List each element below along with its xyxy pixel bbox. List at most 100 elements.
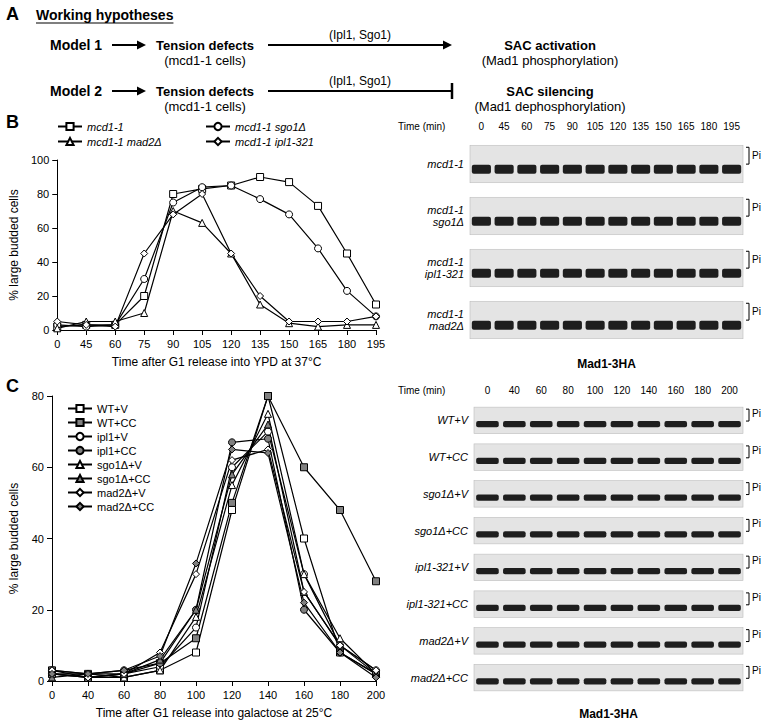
svg-text:Pi: Pi	[752, 306, 761, 317]
svg-text:sgo1Δ+V: sgo1Δ+V	[423, 488, 470, 500]
svg-text:ipl1+CC: ipl1+CC	[97, 445, 136, 457]
svg-text:C: C	[6, 376, 19, 396]
svg-text:90: 90	[167, 338, 179, 350]
svg-text:ipl1-321: ipl1-321	[425, 268, 464, 280]
svg-text:Time (min): Time (min)	[398, 121, 445, 132]
svg-text:160: 160	[667, 385, 684, 396]
svg-text:Pi: Pi	[752, 482, 761, 493]
svg-text:60: 60	[32, 461, 44, 473]
svg-text:mcd1-1: mcd1-1	[427, 308, 464, 320]
svg-text:Mad1-3HA: Mad1-3HA	[579, 707, 638, 721]
svg-text:Pi: Pi	[752, 254, 761, 265]
svg-text:mcd1-1: mcd1-1	[427, 256, 464, 268]
svg-text:45: 45	[80, 338, 92, 350]
svg-text:45: 45	[499, 121, 511, 132]
svg-text:180: 180	[694, 385, 711, 396]
svg-text:Time (min): Time (min)	[398, 385, 445, 396]
svg-text:195: 195	[367, 338, 385, 350]
svg-text:(mcd1-1 cells): (mcd1-1 cells)	[164, 99, 246, 114]
svg-text:SAC activation: SAC activation	[504, 38, 596, 53]
svg-text:ipl1+V: ipl1+V	[97, 431, 129, 443]
svg-text:180: 180	[701, 121, 718, 132]
svg-text:120: 120	[610, 121, 627, 132]
svg-text:(Mad1 dephosphorylation): (Mad1 dephosphorylation)	[474, 99, 625, 114]
svg-text:135: 135	[632, 121, 649, 132]
svg-text:60: 60	[536, 385, 548, 396]
svg-text:sgo1Δ+V: sgo1Δ+V	[97, 459, 143, 471]
svg-text:Pi: Pi	[752, 150, 761, 161]
svg-text:WT+V: WT+V	[97, 403, 129, 415]
svg-text:B: B	[6, 112, 19, 132]
svg-text:90: 90	[567, 121, 579, 132]
svg-text:80: 80	[563, 385, 575, 396]
svg-text:20: 20	[37, 290, 49, 302]
svg-text:Model 1: Model 1	[50, 37, 102, 53]
svg-text:Pi: Pi	[752, 202, 761, 213]
svg-text:Working hypotheses: Working hypotheses	[36, 7, 174, 23]
svg-text:Model 2: Model 2	[50, 83, 102, 99]
svg-text:0: 0	[485, 385, 491, 396]
svg-text:mad2Δ: mad2Δ	[429, 320, 464, 332]
svg-text:100: 100	[187, 689, 205, 701]
svg-text:Pi: Pi	[752, 518, 761, 529]
svg-text:40: 40	[32, 533, 44, 545]
svg-text:0: 0	[38, 675, 44, 687]
svg-text:105: 105	[587, 121, 604, 132]
svg-text:200: 200	[367, 689, 385, 701]
svg-text:% large budded cells: % large budded cells	[7, 189, 21, 300]
svg-text:sgo1Δ: sgo1Δ	[433, 216, 464, 228]
svg-text:150: 150	[280, 338, 298, 350]
svg-text:120: 120	[222, 338, 240, 350]
svg-text:0: 0	[479, 121, 485, 132]
svg-text:Pi: Pi	[752, 555, 761, 566]
svg-text:80: 80	[37, 188, 49, 200]
svg-text:100: 100	[31, 154, 49, 166]
svg-text:40: 40	[509, 385, 521, 396]
svg-text:mad2Δ+V: mad2Δ+V	[419, 635, 469, 647]
svg-text:135: 135	[251, 338, 269, 350]
svg-text:Pi: Pi	[752, 629, 761, 640]
svg-text:Time after G1 release into YPD: Time after G1 release into YPD at 37°C	[112, 355, 322, 369]
svg-text:60: 60	[109, 338, 121, 350]
svg-text:mad2Δ+V: mad2Δ+V	[97, 487, 146, 499]
svg-text:165: 165	[309, 338, 327, 350]
svg-text:80: 80	[154, 689, 166, 701]
svg-text:% large budded cells: % large budded cells	[7, 483, 21, 594]
svg-text:40: 40	[37, 256, 49, 268]
svg-text:mcd1-1: mcd1-1	[87, 121, 124, 133]
svg-text:40: 40	[82, 689, 94, 701]
svg-text:ipl1-321+CC: ipl1-321+CC	[407, 598, 469, 610]
svg-text:ipl1-321+V: ipl1-321+V	[415, 561, 470, 573]
svg-text:mcd1-1 sgo1Δ: mcd1-1 sgo1Δ	[235, 121, 306, 133]
svg-text:140: 140	[641, 385, 658, 396]
svg-text:120: 120	[614, 385, 631, 396]
svg-text:sgo1Δ+CC: sgo1Δ+CC	[97, 473, 151, 485]
svg-text:WT+CC: WT+CC	[97, 417, 136, 429]
svg-text:SAC silencing: SAC silencing	[506, 84, 593, 99]
svg-text:195: 195	[723, 121, 740, 132]
svg-text:Pi: Pi	[752, 445, 761, 456]
svg-text:(Mad1 phosphorylation): (Mad1 phosphorylation)	[482, 53, 619, 68]
svg-text:120: 120	[223, 689, 241, 701]
svg-text:A: A	[6, 4, 19, 24]
svg-text:mad2Δ+CC: mad2Δ+CC	[411, 672, 468, 684]
svg-text:mcd1-1: mcd1-1	[427, 204, 464, 216]
svg-text:mad2Δ+CC: mad2Δ+CC	[97, 501, 154, 513]
svg-text:140: 140	[259, 689, 277, 701]
svg-text:200: 200	[721, 385, 738, 396]
svg-text:60: 60	[521, 121, 533, 132]
svg-text:0: 0	[43, 324, 49, 336]
svg-text:75: 75	[138, 338, 150, 350]
svg-text:180: 180	[331, 689, 349, 701]
svg-text:0: 0	[54, 338, 60, 350]
svg-text:sgo1Δ+CC: sgo1Δ+CC	[414, 525, 468, 537]
svg-text:Mad1-3HA: Mad1-3HA	[577, 357, 636, 371]
svg-text:Pi: Pi	[752, 408, 761, 419]
svg-text:160: 160	[295, 689, 313, 701]
svg-text:20: 20	[32, 604, 44, 616]
svg-text:80: 80	[32, 390, 44, 402]
svg-text:(mcd1-1 cells): (mcd1-1 cells)	[164, 53, 246, 68]
svg-text:(Ipl1, Sgo1): (Ipl1, Sgo1)	[329, 28, 391, 42]
svg-text:75: 75	[544, 121, 556, 132]
svg-text:mcd1-1 mad2Δ: mcd1-1 mad2Δ	[87, 136, 162, 148]
